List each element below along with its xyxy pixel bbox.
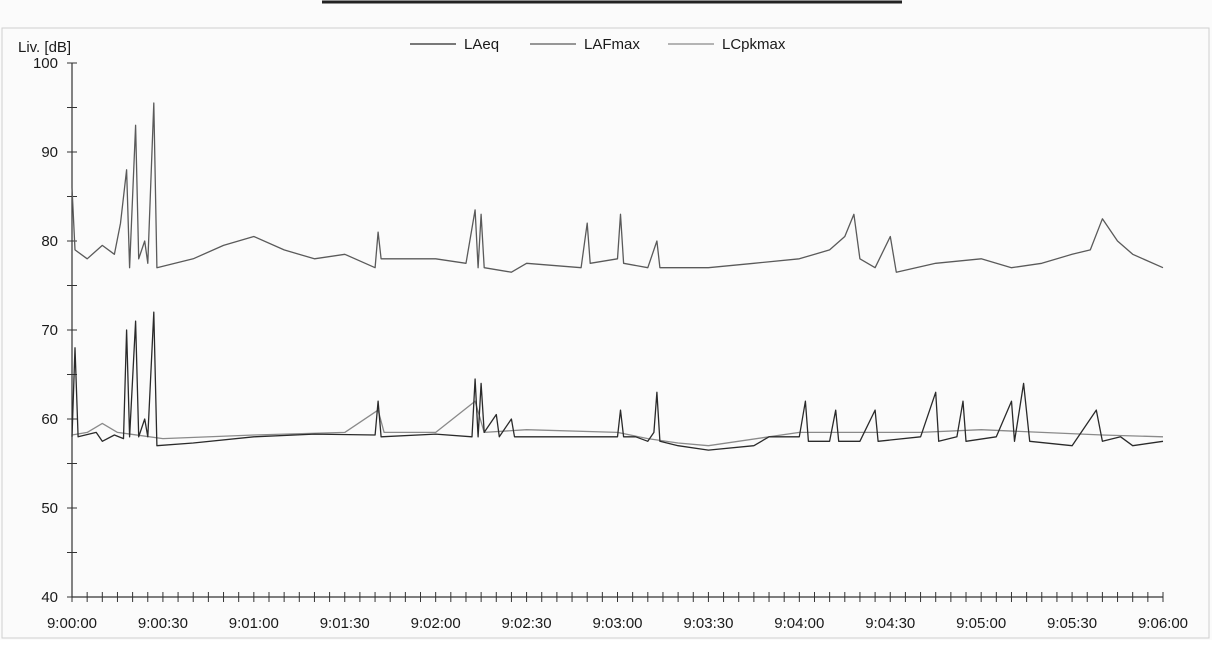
y-tick-label: 70 (41, 322, 58, 339)
chart-frame (1, 27, 1210, 639)
x-tick-label: 9:00:00 (47, 615, 97, 632)
y-tick-label: 100 (33, 55, 58, 72)
series-line-laeq (71, 311, 1164, 451)
x-tick-label: 9:04:00 (774, 615, 824, 632)
series-line-lafmax (71, 102, 1164, 273)
legend-label-lcpkmax: LCpkmax (722, 36, 786, 53)
series-lines (71, 102, 1164, 451)
y-tick-label: 40 (41, 589, 58, 606)
y-tick-label: 80 (41, 233, 58, 250)
x-tick-label: 9:03:00 (592, 615, 642, 632)
y-axis-title: Liv. [dB] (18, 39, 71, 56)
x-tick-label: 9:06:00 (1138, 615, 1188, 632)
y-tick-label: 50 (41, 500, 58, 517)
x-tick-label: 9:02:00 (411, 615, 461, 632)
legend-label-lafmax: LAFmax (584, 36, 640, 53)
x-tick-label: 9:01:00 (229, 615, 279, 632)
legend-label-laeq: LAeq (464, 36, 499, 53)
x-tick-label: 9:01:30 (320, 615, 370, 632)
x-tick-label: 9:02:30 (502, 615, 552, 632)
x-tick-label: 9:00:30 (138, 615, 188, 632)
x-tick-label: 9:05:30 (1047, 615, 1097, 632)
x-tick-label: 9:03:30 (683, 615, 733, 632)
legend: LAeq LAFmax LCpkmax (410, 36, 786, 53)
x-tick-label: 9:04:30 (865, 615, 915, 632)
x-tick-label: 9:05:00 (956, 615, 1006, 632)
series-line-lcpkmax (71, 400, 1164, 447)
y-tick-label: 60 (41, 411, 58, 428)
y-tick-label: 90 (41, 144, 58, 161)
axes: 40 50 60 70 80 90 100 9:00:00 9:00:30 9:01:00 9:01… (33, 55, 1188, 632)
